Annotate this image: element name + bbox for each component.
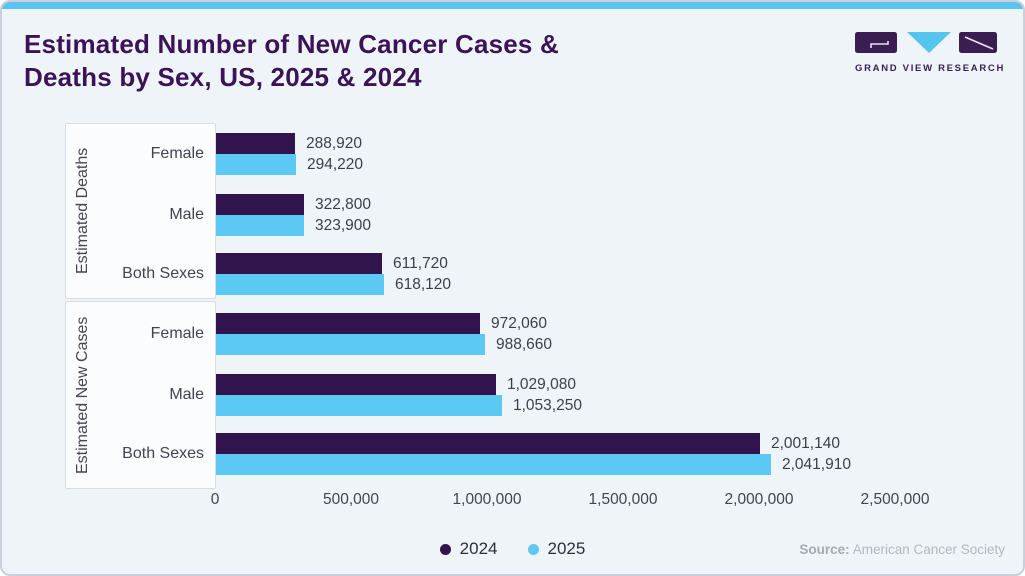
bar-2025-estimated-deaths-male [216, 215, 304, 236]
x-axis-tick-2-000-000: 2,000,000 [724, 491, 794, 508]
title-line-2: Deaths by Sex, US, 2025 & 2024 [24, 62, 422, 92]
group-box-estimated-new-cases [65, 301, 216, 489]
legend-dot-2025 [527, 543, 539, 555]
legend-item-2025: 2025 [527, 539, 586, 559]
chart-legend: 2024 2025 [2, 539, 1023, 559]
bar-2025-estimated-new-cases-female [216, 334, 485, 355]
x-axis-tick-2-500-000: 2,500,000 [860, 491, 930, 508]
legend-label-2025: 2025 [547, 539, 586, 558]
bar-2025-estimated-deaths-female [216, 154, 296, 175]
category-label-estimated-new-cases-male: Male [169, 386, 204, 403]
bar-2024-estimated-new-cases-male [216, 374, 496, 395]
value-label-2024-estimated-new-cases-male: 1,029,080 [507, 376, 576, 393]
x-axis-tick-1-000-000: 1,000,000 [452, 491, 522, 508]
category-label-estimated-new-cases-both-sexes: Both Sexes [122, 445, 204, 462]
value-label-2025-estimated-new-cases-both-sexes: 2,041,910 [782, 456, 851, 473]
bar-2024-estimated-deaths-female [216, 133, 295, 154]
value-label-2025-estimated-deaths-both-sexes: 618,120 [395, 276, 452, 293]
category-label-estimated-deaths-female: Female [150, 145, 204, 162]
category-label-estimated-deaths-both-sexes: Both Sexes [122, 265, 204, 282]
source-text: American Cancer Society [852, 542, 1005, 557]
title-line-1: Estimated Number of New Cancer Cases & [24, 29, 559, 59]
legend-dot-2024 [439, 543, 451, 555]
gvr-logo-icon [855, 32, 997, 53]
value-label-2025-estimated-deaths-female: 294,220 [307, 156, 364, 173]
top-accent-bar [2, 2, 1023, 9]
value-label-2025-estimated-deaths-male: 323,900 [315, 217, 372, 234]
x-axis-tick-1-500-000: 1,500,000 [588, 491, 658, 508]
category-label-estimated-deaths-male: Male [169, 206, 204, 223]
bar-2025-estimated-new-cases-both-sexes [216, 454, 771, 475]
source-label: Source: [799, 542, 850, 557]
bar-2024-estimated-new-cases-both-sexes [216, 433, 760, 454]
bar-2024-estimated-deaths-male [216, 194, 304, 215]
page-title: Estimated Number of New Cancer Cases & D… [24, 28, 559, 94]
legend-label-2024: 2024 [459, 539, 498, 558]
value-label-2024-estimated-new-cases-both-sexes: 2,001,140 [771, 435, 840, 452]
legend-item-2024: 2024 [439, 539, 498, 559]
x-axis-tick-500-000: 500,000 [322, 491, 380, 508]
bar-2025-estimated-deaths-both-sexes [216, 274, 384, 295]
bar-2024-estimated-deaths-both-sexes [216, 253, 382, 274]
brand-logo-text: GRAND VIEW RESEARCH [855, 63, 1006, 74]
x-axis-tick-0: 0 [210, 491, 220, 508]
value-label-2025-estimated-new-cases-female: 988,660 [496, 336, 553, 353]
bar-2025-estimated-new-cases-male [216, 395, 502, 416]
group-box-estimated-deaths [65, 123, 216, 299]
source-note: Source: American Cancer Society [799, 542, 1005, 557]
bar-2024-estimated-new-cases-female [216, 313, 480, 334]
value-label-2025-estimated-new-cases-male: 1,053,250 [513, 397, 582, 414]
value-label-2024-estimated-deaths-both-sexes: 611,720 [393, 255, 448, 272]
brand-logo: GRAND VIEW RESEARCH [855, 32, 1006, 74]
value-label-2024-estimated-deaths-male: 322,800 [315, 196, 372, 213]
value-label-2024-estimated-new-cases-female: 972,060 [491, 315, 548, 332]
category-label-estimated-new-cases-female: Female [150, 325, 204, 342]
value-label-2024-estimated-deaths-female: 288,920 [306, 135, 363, 152]
